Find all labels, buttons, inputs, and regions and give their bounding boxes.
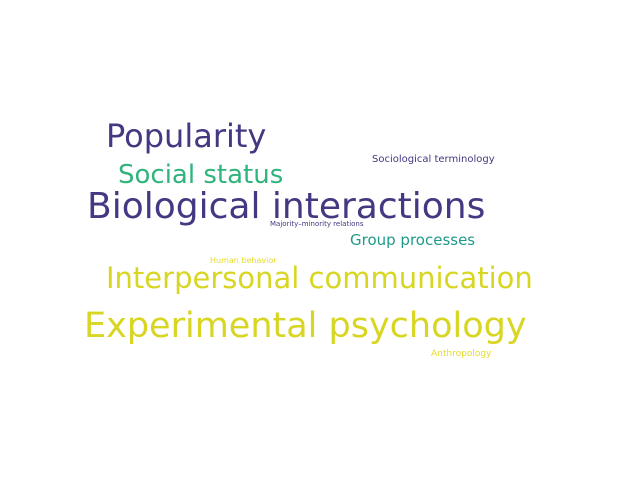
word-social-status: Social status	[118, 160, 284, 190]
word-experimental-psychology: Experimental psychology	[84, 306, 527, 346]
word-interpersonal-communication: Interpersonal communication	[106, 261, 533, 295]
word-popularity: Popularity	[106, 117, 267, 155]
word-sociological-terminology: Sociological terminology	[372, 154, 495, 165]
word-human-behavior: Human behavior	[210, 256, 277, 265]
word-majority-minority-relations: Majority–minority relations	[270, 220, 364, 228]
word-biological-interactions: Biological interactions	[87, 186, 486, 227]
word-anthropology: Anthropology	[431, 349, 492, 359]
word-group-processes: Group processes	[350, 231, 476, 249]
